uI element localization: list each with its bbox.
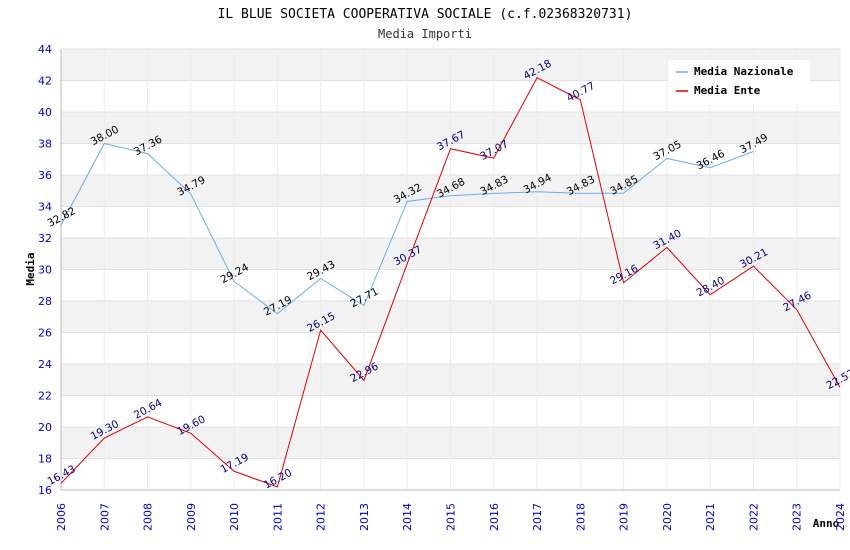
x-tick-label: 2020 xyxy=(661,503,674,531)
legend: Media Nazionale Media Ente xyxy=(668,60,810,104)
x-tick-label: 2015 xyxy=(445,503,458,531)
series-line-ente xyxy=(60,77,841,488)
y-tick-label: 38 xyxy=(38,138,52,151)
x-tick-label: 2017 xyxy=(531,503,544,531)
x-tick-label: 2008 xyxy=(142,503,155,531)
x-axis-ticks: 2006 2007 2008 2009 2010 2011 2012 2013 2014 2015… xyxy=(55,503,847,531)
x-tick-label: 2016 xyxy=(488,503,501,531)
y-tick-label: 32 xyxy=(38,232,52,245)
legend-label-ente: Media Ente xyxy=(694,84,761,97)
grid-lines xyxy=(60,48,841,491)
y-tick-label: 16 xyxy=(38,484,52,497)
x-tick-label: 2014 xyxy=(401,503,414,531)
x-tick-label: 2007 xyxy=(98,503,111,531)
y-tick-label: 40 xyxy=(38,106,52,119)
y-axis-label: Media xyxy=(24,252,37,285)
x-tick-label: 2012 xyxy=(315,503,328,531)
y-tick-label: 30 xyxy=(38,264,52,277)
x-axis-label: Anno xyxy=(813,517,840,530)
legend-box xyxy=(668,60,810,104)
y-tick-label: 44 xyxy=(38,43,52,56)
x-tick-label: 2010 xyxy=(228,503,241,531)
y-tick-label: 26 xyxy=(38,327,52,340)
y-tick-label: 22 xyxy=(38,390,52,403)
x-tick-label: 2023 xyxy=(791,503,804,531)
y-tick-label: 42 xyxy=(38,75,52,88)
x-tick-label: 2006 xyxy=(55,503,68,531)
y-tick-label: 34 xyxy=(38,201,52,214)
chart-subtitle: Media Importi xyxy=(378,27,472,41)
x-tick-label: 2018 xyxy=(574,503,587,531)
y-axis-ticks: 16 18 20 22 24 26 28 30 32 34 36 38 40 42 44 xyxy=(38,43,52,497)
y-tick-label: 28 xyxy=(38,295,52,308)
x-tick-label: 2011 xyxy=(271,503,284,531)
x-tick-label: 2013 xyxy=(358,503,371,531)
x-tick-label: 2019 xyxy=(618,503,631,531)
x-tick-label: 2022 xyxy=(747,503,760,531)
chart-title: IL BLUE SOCIETA COOPERATIVA SOCIALE (c.f… xyxy=(218,7,633,22)
y-tick-label: 36 xyxy=(38,169,52,182)
series-lines xyxy=(60,77,841,488)
y-tick-label: 24 xyxy=(38,358,52,371)
legend-label-nazionale: Media Nazionale xyxy=(694,65,794,78)
y-tick-label: 20 xyxy=(38,421,52,434)
x-tick-label: 2009 xyxy=(185,503,198,531)
y-tick-label: 18 xyxy=(38,453,52,466)
series-line-nazionale xyxy=(60,142,754,315)
x-tick-label: 2021 xyxy=(704,503,717,531)
x-tick-label: 2024 xyxy=(834,503,847,531)
